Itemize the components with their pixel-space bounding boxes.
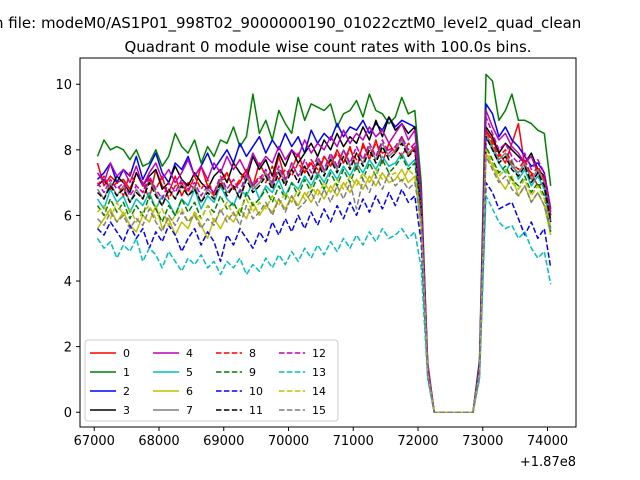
x-tick-label: 72000 [397,434,438,449]
y-tick-label: 4 [64,275,72,290]
y-tick-label: 10 [55,78,72,93]
x-tick-label: 71000 [333,434,374,449]
series-line-12 [96,116,552,413]
legend-label-3: 3 [123,404,130,417]
chart-title: Quadrant 0 module wise count rates with … [124,38,531,56]
y-tick-label: 0 [64,406,72,421]
legend-label-4: 4 [186,347,193,360]
legend-label-5: 5 [186,366,193,379]
y-tick-label: 6 [64,209,72,224]
legend-label-0: 0 [123,347,130,360]
legend-label-12: 12 [312,347,326,360]
legend-label-10: 10 [249,385,263,398]
series-line-10 [96,181,552,413]
y-tick-label: 8 [64,144,72,159]
chart-suptitle: n file: modeM0/AS1P01_998T02_9000000190_… [0,14,581,33]
legend-label-9: 9 [249,366,256,379]
legend-label-8: 8 [249,347,256,360]
x-offset-label: +1.87e8 [520,455,576,470]
plot-frame [79,57,577,428]
legend-label-13: 13 [312,366,326,379]
x-tick-label: 67000 [74,434,115,449]
series-line-14 [96,149,552,413]
x-tick-label: 69000 [203,434,244,449]
plot-lines [96,73,552,413]
x-tick-label: 68000 [138,434,179,449]
legend-label-15: 15 [312,404,326,417]
axes-ticks: 67000 68000 69000 70000 71000 72000 73000 74000… [55,78,568,449]
legend-label-2: 2 [123,385,130,398]
legend-label-1: 1 [123,366,130,379]
y-tick-label: 2 [64,341,72,356]
x-tick-label: 74000 [527,434,568,449]
legend-label-7: 7 [186,404,193,417]
legend-label-6: 6 [186,385,193,398]
legend-box [84,339,339,422]
legend-label-14: 14 [312,385,326,398]
series-line-15 [96,155,552,413]
x-tick-label: 70000 [268,434,309,449]
x-tick-label: 73000 [462,434,503,449]
legend-label-11: 11 [249,404,263,417]
